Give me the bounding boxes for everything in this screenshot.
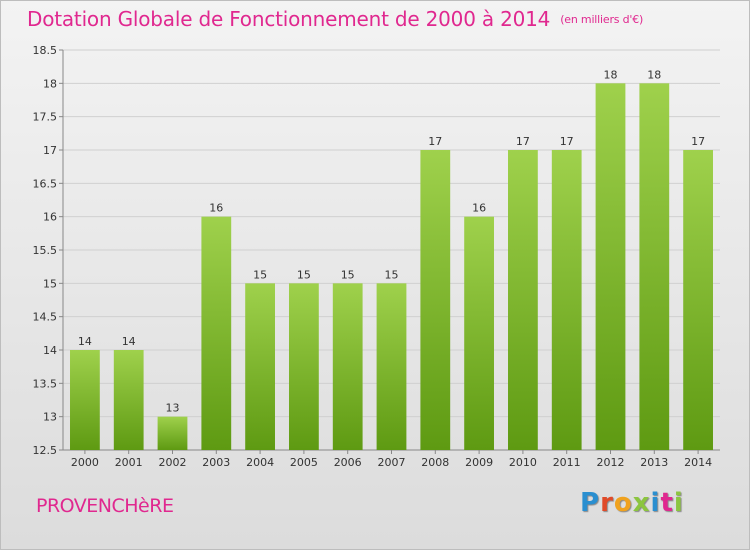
bar-2009 — [464, 216, 494, 450]
x-tick-label-2005: 2005 — [290, 456, 318, 469]
value-label-2011: 17 — [560, 135, 574, 148]
y-tick-label: 12.5 — [33, 444, 58, 457]
bar-2003 — [201, 216, 232, 450]
x-tick-label-2010: 2010 — [509, 456, 537, 469]
bars — [70, 83, 713, 450]
x-tick-label-2012: 2012 — [597, 456, 625, 469]
value-label-2005: 15 — [297, 268, 311, 281]
value-label-2008: 17 — [428, 135, 442, 148]
x-tick-label-2004: 2004 — [246, 456, 274, 469]
y-tick-label: 14.5 — [33, 311, 58, 324]
value-label-2004: 15 — [253, 268, 267, 281]
bar-2006 — [332, 283, 363, 450]
value-label-2013: 18 — [647, 68, 661, 81]
proxiti-logo: Proxiti — [580, 488, 684, 518]
y-tick-label: 13 — [43, 411, 57, 424]
x-tick-label-2014: 2014 — [684, 456, 712, 469]
value-label-2012: 18 — [604, 68, 618, 81]
x-tick-labels: 2000 2001 2002 2003 2004 2005 2006 2007 2008 2009… — [71, 450, 712, 469]
bar-2002 — [157, 416, 188, 450]
bar-2011 — [551, 150, 582, 450]
bar-2013 — [639, 83, 670, 450]
y-tick-label: 15.5 — [33, 244, 58, 257]
bar-2007 — [376, 283, 407, 450]
y-tick-label: 18 — [43, 77, 57, 90]
bar-2005 — [289, 283, 319, 450]
x-tick-label-2003: 2003 — [202, 456, 230, 469]
value-label-2002: 13 — [166, 402, 180, 415]
x-tick-label-2001: 2001 — [115, 456, 143, 469]
x-tick-label-2013: 2013 — [640, 456, 668, 469]
y-tick-label: 13.5 — [33, 377, 58, 390]
value-label-2007: 15 — [385, 268, 399, 281]
value-label-2003: 16 — [209, 202, 223, 215]
bar-2010 — [508, 150, 538, 450]
value-label-2009: 16 — [472, 202, 486, 215]
y-tick-label: 14 — [43, 344, 57, 357]
x-tick-label-2008: 2008 — [421, 456, 449, 469]
chart-title: Dotation Globale de Fonctionnement de 20… — [27, 7, 643, 31]
y-tick-label: 16 — [43, 211, 57, 224]
value-label-2001: 14 — [122, 335, 136, 348]
value-label-2014: 17 — [691, 135, 705, 148]
y-tick-label: 16.5 — [33, 177, 58, 190]
bar-2001 — [113, 350, 144, 450]
bar-2012 — [595, 83, 626, 450]
x-tick-label-2011: 2011 — [553, 456, 581, 469]
unit-note: (en milliers d'€) — [560, 13, 644, 26]
y-tick-label: 17 — [43, 144, 57, 157]
bar-2008 — [420, 150, 451, 450]
x-tick-label-2002: 2002 — [159, 456, 187, 469]
y-tick-label: 17.5 — [33, 111, 58, 124]
bar-2000 — [70, 350, 100, 450]
value-label-2010: 17 — [516, 135, 530, 148]
x-tick-label-2009: 2009 — [465, 456, 493, 469]
bar-2014 — [683, 150, 713, 450]
x-tick-label-2006: 2006 — [334, 456, 362, 469]
y-tick-labels: 12.5 13 13.5 14 14.5 15 15.5 16 16.5 17 17.5 18 18.5 — [33, 44, 58, 457]
y-tick-label: 15 — [43, 277, 57, 290]
x-tick-label-2000: 2000 — [71, 456, 99, 469]
y-tick-label: 18.5 — [33, 44, 58, 57]
bar-2004 — [245, 283, 275, 450]
commune-name: PROVENCHèRE — [36, 495, 174, 517]
value-label-2000: 14 — [78, 335, 92, 348]
chart-title-text: Dotation Globale de Fonctionnement de 20… — [27, 7, 551, 31]
x-tick-label-2007: 2007 — [378, 456, 406, 469]
value-label-2006: 15 — [341, 268, 355, 281]
value-labels: 14 14 13 16 15 15 15 15 17 16 17 17 18 18 17 — [78, 68, 705, 414]
